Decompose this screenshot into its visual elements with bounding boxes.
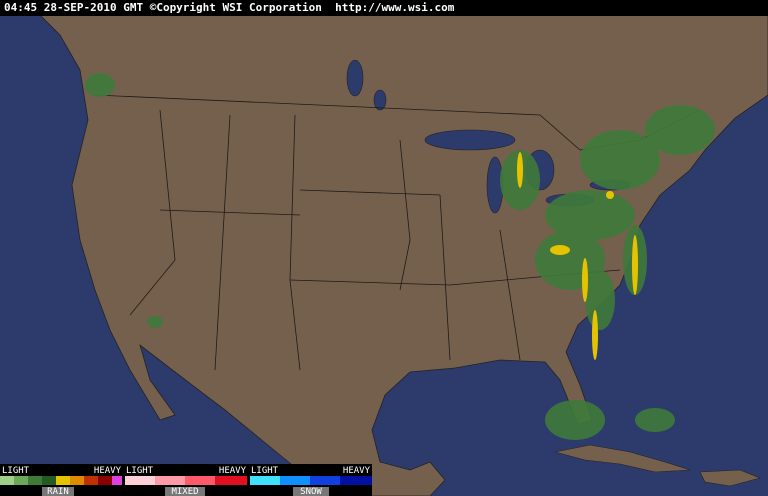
legend-heavy: HEAVY (219, 466, 247, 476)
legend-heavy: HEAVY (343, 466, 371, 476)
precipitation (85, 73, 715, 440)
borders (94, 94, 701, 371)
legend-heavy: HEAVY (94, 466, 122, 476)
header-bar (0, 0, 768, 16)
legend-snow: LIGHT HEAVY SNOW (250, 466, 372, 496)
legend-light: LIGHT (251, 466, 279, 476)
legend-rain: LIGHT HEAVY RAIN (0, 466, 122, 496)
header-text: 04:45 28-SEP-2010 GMT ©Copyright WSI Cor… (4, 1, 455, 14)
cuba (554, 444, 691, 473)
legend-light: LIGHT (2, 466, 30, 476)
legend-mixed: LIGHT HEAVY MIXED (125, 466, 247, 496)
legend-light: LIGHT (126, 466, 154, 476)
legend-label: RAIN (47, 487, 69, 496)
legend-label: MIXED (171, 487, 198, 496)
legend-label: SNOW (300, 487, 322, 496)
hispaniola (699, 469, 761, 487)
